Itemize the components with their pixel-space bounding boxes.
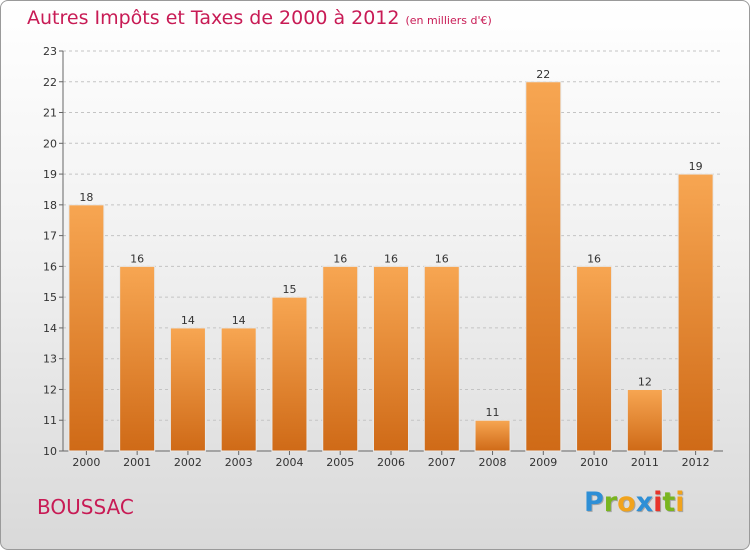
bar-value-label: 11 bbox=[486, 406, 500, 419]
bar bbox=[576, 265, 613, 452]
bar bbox=[373, 265, 409, 452]
bar bbox=[271, 296, 308, 452]
bar bbox=[677, 173, 714, 452]
bar-value-label: 16 bbox=[130, 252, 144, 265]
bar bbox=[322, 265, 359, 452]
y-tick-label: 12 bbox=[43, 383, 57, 396]
bar-value-label: 19 bbox=[689, 160, 703, 173]
x-tick-label: 2000 bbox=[72, 456, 100, 469]
y-tick-label: 18 bbox=[43, 199, 57, 212]
y-tick-label: 10 bbox=[43, 445, 57, 458]
x-tick-label: 2001 bbox=[123, 456, 151, 469]
x-tick-label: 2007 bbox=[428, 456, 456, 469]
bar-value-label: 16 bbox=[333, 252, 347, 265]
logo-letter: r bbox=[603, 487, 618, 518]
bar-value-label: 18 bbox=[79, 191, 93, 204]
bar-value-label: 12 bbox=[638, 375, 652, 388]
bar bbox=[169, 327, 206, 452]
x-tick-label: 2012 bbox=[682, 456, 710, 469]
x-tick-label: 2010 bbox=[580, 456, 608, 469]
bar-value-label: 15 bbox=[282, 283, 296, 296]
logo-letter: t bbox=[662, 487, 676, 518]
commune-name: BOUSSAC bbox=[37, 495, 134, 519]
y-tick-label: 22 bbox=[43, 76, 57, 89]
logo-letter: x bbox=[635, 487, 654, 518]
proxiti-logo: Proxiti bbox=[584, 487, 685, 518]
x-tick-label: 2003 bbox=[225, 456, 253, 469]
y-tick-label: 17 bbox=[43, 230, 57, 243]
bar-value-label: 14 bbox=[181, 314, 195, 327]
y-tick-label: 23 bbox=[43, 45, 57, 58]
bar bbox=[525, 81, 562, 452]
y-tick-label: 16 bbox=[43, 260, 57, 273]
x-tick-label: 2002 bbox=[174, 456, 202, 469]
y-tick-label: 14 bbox=[43, 322, 57, 335]
bar-value-label: 16 bbox=[435, 252, 449, 265]
bar bbox=[68, 204, 105, 452]
x-tick-label: 2004 bbox=[275, 456, 303, 469]
x-tick-label: 2008 bbox=[479, 456, 507, 469]
y-tick-label: 21 bbox=[43, 107, 57, 120]
chart-subtitle: (en milliers d'€) bbox=[405, 14, 492, 27]
bar bbox=[474, 419, 511, 452]
logo-letter: P bbox=[584, 487, 604, 518]
logo-letter: i bbox=[653, 487, 663, 518]
bar-value-label: 16 bbox=[587, 252, 601, 265]
x-tick-label: 2011 bbox=[631, 456, 659, 469]
logo-letter: o bbox=[617, 487, 636, 518]
bar-value-label: 22 bbox=[536, 68, 550, 81]
bar bbox=[119, 265, 156, 452]
bar-value-label: 14 bbox=[232, 314, 246, 327]
bar bbox=[423, 265, 460, 452]
title-text: Autres Impôts et Taxes de 2000 à 2012 bbox=[27, 7, 400, 29]
y-tick-label: 13 bbox=[43, 353, 57, 366]
bar bbox=[626, 388, 663, 452]
bar-value-label: 16 bbox=[384, 252, 398, 265]
x-tick-label: 2005 bbox=[326, 456, 354, 469]
x-tick-label: 2006 bbox=[377, 456, 405, 469]
chart-title: Autres Impôts et Taxes de 2000 à 2012 (en… bbox=[27, 7, 492, 29]
y-tick-label: 19 bbox=[43, 168, 57, 181]
y-tick-label: 15 bbox=[43, 291, 57, 304]
logo-letter: i bbox=[675, 487, 685, 518]
bar bbox=[220, 327, 257, 452]
y-tick-label: 11 bbox=[43, 414, 57, 427]
y-tick-label: 20 bbox=[43, 137, 57, 150]
x-tick-label: 2009 bbox=[529, 456, 557, 469]
